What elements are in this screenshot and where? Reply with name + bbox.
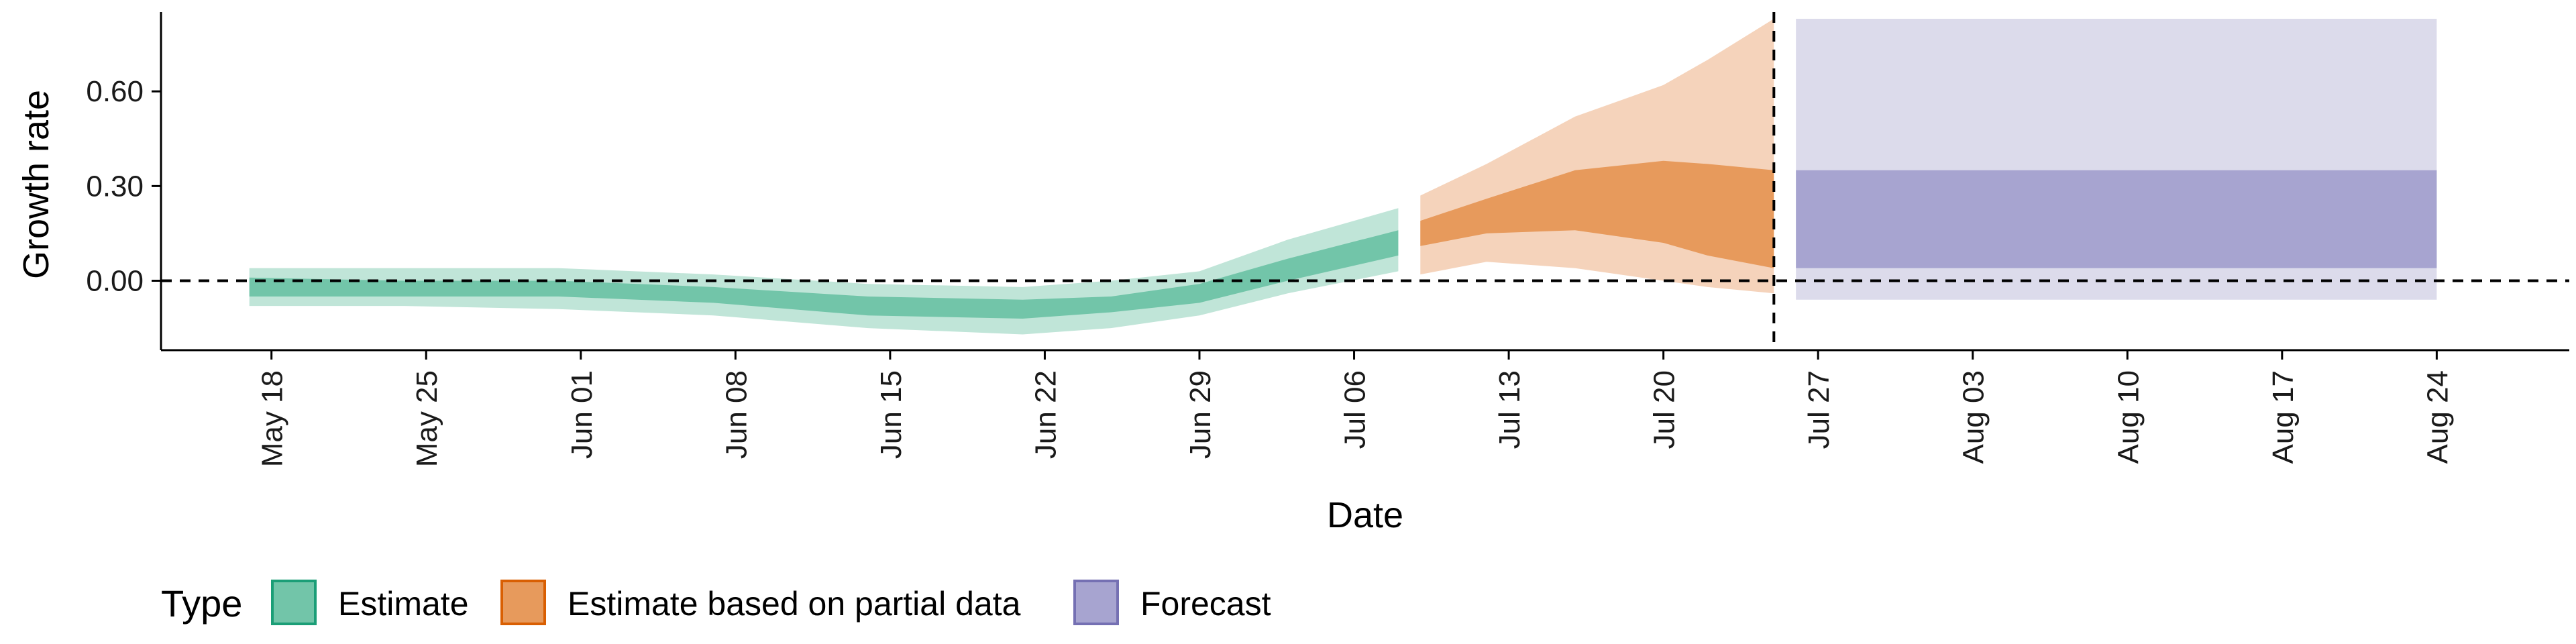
y-tick-label: 0.00: [86, 264, 144, 297]
series-1-inner-band: [1420, 160, 1774, 268]
x-tick-label: Jul 20: [1648, 370, 1681, 449]
x-tick-label: Jul 13: [1493, 370, 1526, 449]
x-axis-title: Date: [1327, 495, 1403, 535]
ticks: 0.00 0.30 0.60 May 18 May 25 Jun 01 Jun 08 Jun …: [86, 75, 2454, 467]
y-axis-title: Growth rate: [16, 90, 56, 279]
x-tick-label: Jun 15: [875, 370, 908, 459]
legend: Type Estimate Estimate based on partial d…: [161, 580, 1271, 625]
legend-title: Type: [161, 582, 242, 625]
legend-label-1: Estimate based on partial data: [568, 585, 1021, 623]
y-tick-label: 0.60: [86, 75, 144, 108]
x-tick-label: Jun 22: [1029, 370, 1062, 459]
x-tick-label: May 25: [411, 370, 443, 467]
bands-layer: [249, 19, 2437, 335]
legend-label-0: Estimate: [338, 585, 469, 623]
x-tick-label: Aug 17: [2267, 370, 2300, 464]
x-tick-label: Aug 03: [1957, 370, 1990, 464]
legend-label-2: Forecast: [1140, 585, 1271, 623]
legend-key-0: [271, 580, 317, 625]
x-tick-label: Aug 10: [2112, 370, 2145, 464]
x-tick-label: Jun 29: [1184, 370, 1217, 459]
legend-key-2: [1073, 580, 1119, 625]
y-tick-label: 0.30: [86, 170, 144, 203]
x-tick-label: Jun 08: [720, 370, 753, 459]
series-0-outer-band: [249, 208, 1399, 335]
x-tick-label: Aug 24: [2421, 370, 2454, 464]
series-0-inner-band: [249, 230, 1399, 319]
x-tick-label: Jul 06: [1339, 370, 1372, 449]
legend-key-1: [500, 580, 546, 625]
axes: [160, 12, 2569, 352]
series-2-inner-band: [1796, 170, 2437, 268]
reference-lines: [161, 12, 2569, 350]
x-tick-label: Jun 01: [566, 370, 598, 459]
x-tick-label: May 18: [256, 370, 289, 467]
x-tick-label: Jul 27: [1803, 370, 1835, 449]
